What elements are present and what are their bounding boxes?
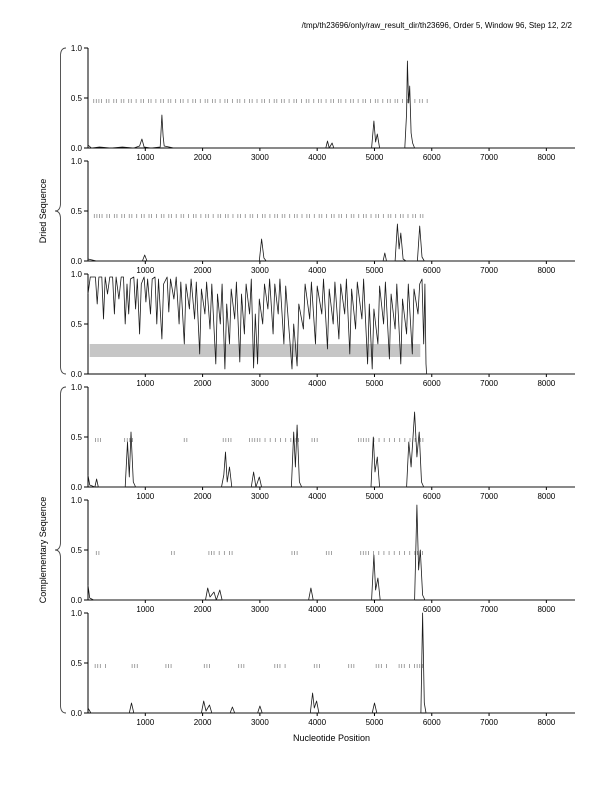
y-tick-label: 1.0 bbox=[71, 383, 83, 392]
x-tick-label: 7000 bbox=[480, 266, 498, 275]
series-line bbox=[87, 504, 575, 601]
complementary-sequence-brace bbox=[54, 386, 67, 714]
x-tick-label: 8000 bbox=[537, 379, 555, 388]
x-tick-label: 5000 bbox=[366, 379, 384, 388]
y-tick-label: 0.5 bbox=[71, 94, 83, 103]
y-tick-label: 0.0 bbox=[71, 596, 83, 605]
x-tick-label: 2000 bbox=[194, 605, 212, 614]
y-tick-label: 0.0 bbox=[71, 144, 83, 153]
x-tick-label: 1000 bbox=[136, 379, 154, 388]
x-tick-label: 7000 bbox=[480, 605, 498, 614]
series-line bbox=[87, 60, 575, 149]
panel-dried-sequence-2: 0.0 0.5 1.0 1000 2000 3000 4000 5000 6000 7000 800… bbox=[71, 157, 575, 275]
x-tick-label: 5000 bbox=[366, 605, 384, 614]
x-tick-label: 8000 bbox=[537, 605, 555, 614]
x-tick-label: 8000 bbox=[537, 153, 555, 162]
x-tick-label: 7000 bbox=[480, 492, 498, 501]
x-tick-label: 6000 bbox=[423, 492, 441, 501]
y-tick-label: 0.5 bbox=[71, 320, 83, 329]
x-tick-label: 2000 bbox=[194, 379, 212, 388]
x-tick-label: 7000 bbox=[480, 153, 498, 162]
x-tick-label: 6000 bbox=[423, 718, 441, 727]
y-tick-label: 0.5 bbox=[71, 433, 83, 442]
y-tick-label: 1.0 bbox=[71, 157, 83, 166]
y-tick-label: 0.0 bbox=[71, 257, 83, 266]
x-tick-label: 4000 bbox=[308, 605, 326, 614]
y-tick-label: 0.5 bbox=[71, 546, 83, 555]
x-tick-label: 8000 bbox=[537, 492, 555, 501]
x-tick-label: 3000 bbox=[251, 379, 269, 388]
x-tick-label: 1000 bbox=[136, 266, 154, 275]
x-tick-label: 3000 bbox=[251, 266, 269, 275]
x-tick-label: 6000 bbox=[423, 153, 441, 162]
y-tick-label: 0.0 bbox=[71, 709, 83, 718]
x-tick-label: 4000 bbox=[308, 492, 326, 501]
x-tick-label: 5000 bbox=[366, 153, 384, 162]
x-tick-label: 4000 bbox=[308, 266, 326, 275]
x-tick-label: 1000 bbox=[136, 492, 154, 501]
highlight-band bbox=[89, 344, 421, 357]
x-tick-label: 2000 bbox=[194, 492, 212, 501]
x-tick-label: 6000 bbox=[423, 379, 441, 388]
y-tick-label: 0.5 bbox=[71, 659, 83, 668]
x-tick-label: 7000 bbox=[480, 718, 498, 727]
panel-dried-sequence-3: 0.0 0.5 1.0 1000 2000 3000 4000 5000 6000 7000 800… bbox=[71, 270, 575, 388]
y-tick-label: 0.5 bbox=[71, 207, 83, 216]
series-line bbox=[87, 612, 575, 714]
x-tick-label: 5000 bbox=[366, 492, 384, 501]
dried-sequence-brace bbox=[54, 47, 67, 375]
x-tick-label: 4000 bbox=[308, 718, 326, 727]
figure-title: /tmp/th23696/only/raw_result_dir/th23696… bbox=[301, 21, 572, 30]
x-tick-label: 3000 bbox=[251, 718, 269, 727]
x-tick-label: 5000 bbox=[366, 266, 384, 275]
x-tick-label: 3000 bbox=[251, 605, 269, 614]
x-tick-label: 4000 bbox=[308, 379, 326, 388]
panel-dried-sequence-1: 0.0 0.5 1.0 1000 2000 3000 4000 5000 6000 7000 800… bbox=[71, 44, 575, 162]
x-tick-label: 6000 bbox=[423, 266, 441, 275]
panel-complementary-sequence-1: 0.0 0.5 1.0 1000 2000 3000 4000 5000 6000 7000 800… bbox=[71, 383, 575, 501]
y-tick-label: 1.0 bbox=[71, 270, 83, 279]
x-tick-label: 1000 bbox=[136, 605, 154, 614]
x-tick-label: 5000 bbox=[366, 718, 384, 727]
series-line bbox=[87, 411, 575, 488]
series-line bbox=[87, 276, 575, 375]
x-tick-label: 2000 bbox=[194, 718, 212, 727]
x-tick-label: 7000 bbox=[480, 379, 498, 388]
x-axis-title: Nucleotide Position bbox=[292, 733, 371, 743]
panel-complementary-sequence-2: 0.0 0.5 1.0 1000 2000 3000 4000 5000 6000 7000 800… bbox=[71, 496, 575, 614]
x-tick-label: 3000 bbox=[251, 153, 269, 162]
y-tick-label: 0.0 bbox=[71, 370, 83, 379]
x-tick-label: 8000 bbox=[537, 266, 555, 275]
x-tick-label: 1000 bbox=[136, 153, 154, 162]
y-tick-label: 1.0 bbox=[71, 496, 83, 505]
x-tick-label: 3000 bbox=[251, 492, 269, 501]
y-tick-label: 1.0 bbox=[71, 609, 83, 618]
x-tick-label: 4000 bbox=[308, 153, 326, 162]
series-line bbox=[87, 223, 575, 262]
x-tick-label: 2000 bbox=[194, 153, 212, 162]
y-tick-label: 1.0 bbox=[71, 44, 83, 53]
panel-complementary-sequence-3: 0.0 0.5 1.0 1000 2000 3000 4000 5000 6000 7000 800… bbox=[71, 609, 575, 727]
x-tick-label: 1000 bbox=[136, 718, 154, 727]
x-tick-label: 8000 bbox=[537, 718, 555, 727]
y-tick-label: 0.0 bbox=[71, 483, 83, 492]
x-tick-label: 2000 bbox=[194, 266, 212, 275]
x-tick-label: 6000 bbox=[423, 605, 441, 614]
